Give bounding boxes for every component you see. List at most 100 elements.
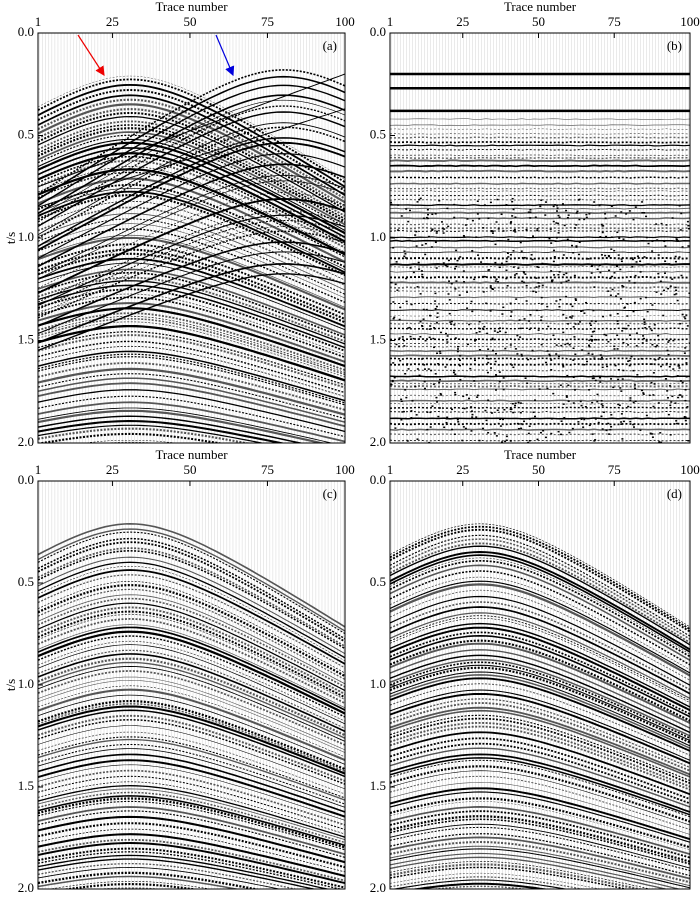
- noise: [535, 309, 538, 312]
- noise: [491, 232, 494, 234]
- noise: [487, 399, 490, 401]
- noise: [429, 426, 432, 428]
- noise: [504, 440, 507, 443]
- noise: [520, 353, 523, 356]
- reflection: [38, 759, 345, 818]
- reflection: [38, 75, 345, 180]
- noise: [625, 213, 628, 215]
- noise: [620, 421, 623, 423]
- noise: [641, 389, 644, 392]
- noise: [601, 225, 604, 227]
- noise: [502, 377, 505, 379]
- noise: [657, 402, 660, 404]
- noise: [628, 359, 631, 362]
- reflection: [390, 674, 690, 749]
- noise: [488, 269, 491, 271]
- x-tick-label: 50: [532, 462, 545, 477]
- reflection: [38, 550, 345, 650]
- noise: [529, 211, 532, 213]
- reflection: [38, 312, 345, 371]
- noise: [487, 431, 490, 434]
- noise: [393, 316, 396, 319]
- reflection: [38, 131, 345, 226]
- reflection: [38, 815, 345, 864]
- reflection: [38, 350, 345, 402]
- y-tick-label: 1.0: [370, 229, 386, 244]
- noise: [641, 211, 644, 214]
- reflection: [390, 580, 690, 674]
- noise: [542, 429, 545, 432]
- noise: [509, 315, 512, 317]
- reflection: [390, 534, 690, 637]
- noise: [403, 345, 406, 347]
- noise: [451, 428, 454, 431]
- seismic-section: [38, 33, 345, 443]
- reflection: [38, 866, 282, 889]
- noise: [464, 224, 467, 226]
- noise: [673, 293, 676, 296]
- reflection: [38, 851, 343, 889]
- reflection: [390, 861, 652, 889]
- noise: [617, 254, 620, 256]
- reflection: [38, 670, 345, 746]
- reflection: [38, 602, 345, 692]
- noise: [607, 422, 610, 425]
- noise: [524, 377, 527, 379]
- noise: [681, 381, 684, 384]
- noise: [525, 300, 528, 302]
- noise: [390, 203, 393, 206]
- y-tick-label: 0.5: [370, 574, 386, 589]
- noise: [628, 280, 631, 282]
- noise: [476, 200, 479, 202]
- reflection: [38, 271, 345, 339]
- reflection: [390, 863, 644, 889]
- noise: [420, 324, 423, 327]
- noise: [622, 341, 625, 344]
- noise: [639, 271, 642, 273]
- noise: [553, 274, 556, 276]
- noise: [562, 313, 565, 316]
- noise: [594, 379, 597, 382]
- noise: [446, 416, 449, 419]
- noise: [498, 327, 501, 329]
- noise: [528, 425, 531, 428]
- noise: [605, 235, 608, 238]
- noise: [675, 289, 678, 292]
- noise: [605, 334, 608, 337]
- noise: [578, 218, 581, 221]
- reflection: [38, 842, 345, 885]
- noise: [499, 425, 502, 427]
- reflection: [390, 141, 690, 144]
- noise: [478, 348, 481, 351]
- noise: [601, 428, 604, 430]
- noise: [409, 267, 412, 269]
- noise: [604, 213, 607, 215]
- reflection: [38, 210, 345, 303]
- reflection: [38, 220, 345, 310]
- noise: [660, 293, 663, 295]
- reflection: [38, 714, 345, 782]
- noise: [685, 376, 688, 378]
- noise: [493, 276, 496, 278]
- noise: [406, 363, 409, 365]
- noise: [645, 215, 648, 218]
- x-tick-label: 100: [335, 462, 355, 477]
- noise: [501, 418, 504, 421]
- reflection: [38, 828, 345, 873]
- reflection: [38, 743, 345, 805]
- noise: [599, 236, 602, 238]
- reflection: [390, 315, 690, 317]
- noise: [550, 418, 553, 420]
- noise: [548, 354, 551, 357]
- reflection: [38, 257, 345, 328]
- noise: [554, 204, 557, 206]
- reflection: [390, 557, 690, 655]
- noise: [622, 420, 625, 423]
- noise: [583, 418, 586, 421]
- noise: [519, 402, 522, 404]
- reflection: [390, 118, 690, 120]
- noise: [659, 432, 662, 434]
- reflection: [390, 709, 690, 778]
- noise: [650, 363, 653, 365]
- y-tick-label: 0.5: [18, 574, 34, 589]
